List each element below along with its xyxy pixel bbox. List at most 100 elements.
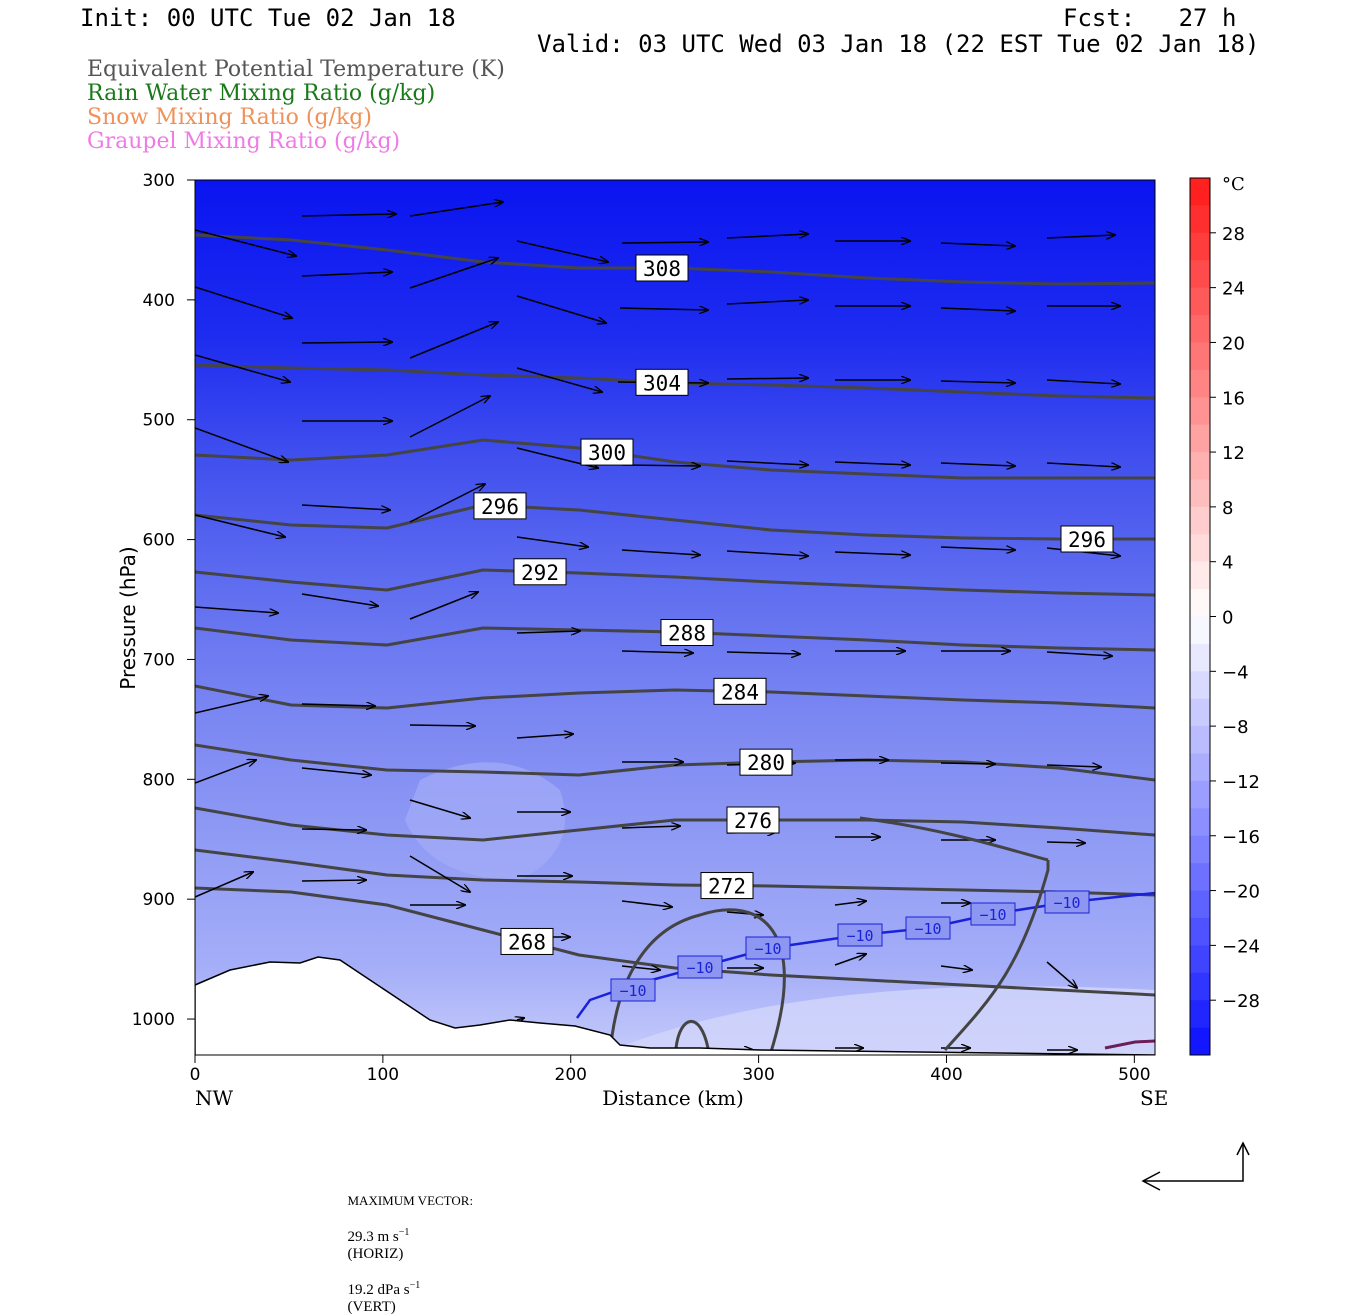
wind-vector (195, 354, 290, 382)
wind-vector (834, 552, 910, 555)
colorbar-tick-label: 8 (1222, 498, 1233, 519)
wind-vector (409, 799, 470, 818)
colorbar-band (1190, 780, 1210, 809)
legend-snow: Snow Mixing Ratio (g/kg) (87, 105, 372, 130)
theta-e-contour-276 (195, 806, 1155, 842)
colorbar-band (1190, 589, 1210, 617)
colorbar-band (1190, 315, 1210, 343)
wind-vector (301, 880, 366, 881)
x-tick-label: 500 (1118, 1065, 1150, 1085)
max-vector-label: MAXIMUM VECTOR: (347, 1193, 474, 1208)
isotherm-label: −10 (686, 959, 713, 977)
wind-vector (1046, 379, 1120, 384)
colorbar-band (1190, 287, 1210, 316)
wind-vector (409, 725, 475, 726)
wind-vector (409, 855, 470, 892)
valid-time: Valid: 03 UTC Wed 03 Jan 18 (22 EST Tue … (537, 30, 1260, 58)
wind-vector (940, 966, 972, 970)
colorbar-band (1190, 917, 1210, 946)
isotherm-label: −10 (619, 982, 646, 1000)
isotherm-label: −10 (846, 927, 873, 945)
theta-e-east-contour (943, 860, 1050, 1052)
wind-vector (301, 272, 392, 277)
near-surface-shading (600, 986, 1155, 1055)
wind-vector (1046, 235, 1115, 238)
colorbar-band (1190, 260, 1210, 289)
wind-vector (301, 767, 371, 775)
wind-vector (619, 308, 708, 310)
theta-e-label-288: 288 (668, 622, 706, 646)
colorbar-band (1190, 753, 1210, 782)
colorbar-band (1190, 178, 1210, 206)
x-tick-label: 200 (555, 1065, 587, 1085)
colorbar-tick-label: −12 (1222, 772, 1260, 793)
max-vector-caption: MAXIMUM VECTOR: 29.3 m s−1 (HORIZ) 19.2 … (340, 1176, 474, 1316)
x-tick-label: 100 (367, 1065, 399, 1085)
colorbar-band (1190, 616, 1210, 645)
theta-e-label-box (500, 927, 554, 955)
wind-vector (409, 484, 485, 523)
y-tick-label: 1000 (132, 1010, 175, 1030)
colorbar-tick-label: −8 (1222, 717, 1249, 738)
theta-e-contour-296 (195, 503, 1155, 541)
colorbar-tick-label: 24 (1222, 279, 1245, 300)
wind-vectors (195, 202, 1120, 1050)
theta-e-label-box (580, 438, 634, 466)
isotherm-label-box (677, 955, 723, 979)
isotherm-label-box (745, 936, 791, 960)
wind-vector (940, 381, 1015, 383)
wind-vector (726, 652, 800, 654)
wind-vector (301, 214, 396, 216)
colorbar-band (1190, 972, 1210, 1001)
theta-e-label-box (726, 806, 780, 834)
wind-vector (940, 243, 1015, 246)
colorbar-tick-label: 12 (1222, 443, 1245, 464)
colorbar-band (1190, 561, 1210, 590)
theta-e-label-box (513, 558, 567, 586)
theta-e-contour-268 (195, 886, 1155, 997)
theta-e-label-box (635, 368, 689, 396)
colorbar-tick-label: 28 (1222, 224, 1245, 245)
wind-vector (301, 829, 366, 830)
colorbar-tick-label: 0 (1222, 608, 1233, 629)
legend-rain: Rain Water Mixing Ratio (g/kg) (87, 81, 436, 106)
graupel-contour (1104, 1039, 1155, 1050)
colorbar-band (1190, 643, 1210, 672)
colorbar-band (1190, 205, 1210, 234)
colorbar-tick-label: −16 (1222, 827, 1260, 848)
wind-vector (621, 826, 680, 828)
wind-vector (726, 912, 763, 915)
theta-e-contour-284 (195, 684, 1155, 710)
theta-e-label-box (1060, 525, 1114, 553)
theta-e-label-268: 268 (508, 930, 546, 954)
wind-vector (940, 763, 995, 764)
colorbar-band (1190, 671, 1210, 700)
wind-vector (726, 378, 808, 379)
colorbar-band (1190, 342, 1210, 371)
y-tick-label: 800 (143, 770, 175, 790)
theta-e-label-308: 308 (643, 257, 681, 281)
theta-e-label-272: 272 (708, 875, 746, 899)
wind-vector (1046, 765, 1101, 767)
colorbar-band (1190, 369, 1210, 398)
x-tick-label: 400 (930, 1065, 962, 1085)
colorbar-tick-label: −4 (1222, 662, 1249, 683)
isotherm-label-box (970, 902, 1016, 926)
isotherm-label: −10 (979, 906, 1006, 924)
y-tick-label: 700 (143, 650, 175, 670)
y-axis: 300 400 500 600 700 800 900 1000 (132, 171, 195, 1030)
terrain (195, 956, 1155, 1055)
wind-vector (726, 460, 808, 465)
colorbar-band (1190, 808, 1210, 837)
wind-vector (409, 322, 498, 359)
wind-vector (834, 954, 866, 966)
isotherm-label-box (837, 923, 883, 947)
legend-graupel: Graupel Mixing Ratio (g/kg) (87, 129, 401, 154)
wind-vector (409, 592, 478, 620)
theta-e-label-284: 284 (721, 680, 759, 704)
wind-vector (1046, 651, 1112, 656)
colorbar-tick-label: 16 (1222, 388, 1245, 409)
wind-vector (301, 704, 375, 706)
wind-vector (621, 651, 693, 653)
